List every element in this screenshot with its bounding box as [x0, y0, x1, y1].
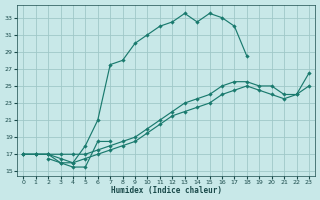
X-axis label: Humidex (Indice chaleur): Humidex (Indice chaleur)	[111, 186, 221, 195]
